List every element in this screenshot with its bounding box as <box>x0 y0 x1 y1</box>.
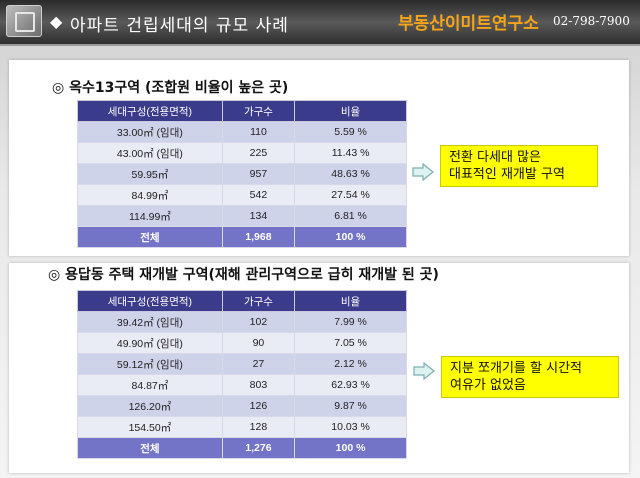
cell: 110 <box>221 121 296 143</box>
cell: 39.42㎡ (임대) <box>77 311 223 333</box>
cell: 48.63 % <box>294 163 407 185</box>
column-header: 세대구성(전용면적) <box>77 100 223 122</box>
cell: 9.87 % <box>294 395 407 417</box>
cell: 27 <box>221 353 296 375</box>
cell: 6.81 % <box>294 205 407 227</box>
table-row: 84.99㎡ 542 27.54 % <box>77 184 407 206</box>
table-row: 84.87㎡ 803 62.93 % <box>77 374 407 396</box>
callout-line: 전환 다세대 많은 <box>449 150 541 165</box>
cell: 7.05 % <box>294 332 407 354</box>
cell: 100 % <box>294 437 407 459</box>
diamond-bullet-icon: ◆ <box>50 12 63 31</box>
cell: 957 <box>221 163 296 185</box>
cell: 2.12 % <box>294 353 407 375</box>
cell: 62.93 % <box>294 374 407 396</box>
cell: 154.50㎡ <box>77 416 223 438</box>
cell: 225 <box>221 142 296 164</box>
slide-title: 아파트 건립세대의 규모 사례 <box>70 16 289 36</box>
total-row: 전체 1,276 100 % <box>77 437 407 459</box>
table-header-row: 세대구성(전용면적) 가구수 비율 <box>77 100 407 122</box>
cell: 114.99㎡ <box>77 205 223 227</box>
arrow-right-icon <box>413 362 435 380</box>
column-header: 비율 <box>294 290 407 312</box>
column-header: 비율 <box>294 100 407 122</box>
section-1-title: ◎ 옥수13구역 (조합원 비율이 높은 곳) <box>52 80 289 96</box>
title-bar: ◆ 아파트 건립세대의 규모 사례 부동산이미트연구소 02-798-7900 <box>0 0 640 46</box>
cell: 59.95㎡ <box>77 163 223 185</box>
callout-line: 지분 쪼개기를 할 시간적 <box>450 361 582 376</box>
cell: 33.00㎡ (임대) <box>77 121 223 143</box>
cell: 803 <box>221 374 296 396</box>
cell: 43.00㎡ (임대) <box>77 142 223 164</box>
cell: 100 % <box>294 226 407 248</box>
phone-number: 02-798-7900 <box>553 14 630 28</box>
cell: 1,968 <box>221 226 296 248</box>
cell: 84.87㎡ <box>77 374 223 396</box>
cell: 542 <box>221 184 296 206</box>
table-header-row: 세대구성(전용면적) 가구수 비율 <box>77 290 407 312</box>
total-row: 전체 1,968 100 % <box>77 226 407 248</box>
cell: 90 <box>221 332 296 354</box>
oksu-table: 세대구성(전용면적) 가구수 비율 33.00㎡ (임대) 110 5.59 %… <box>77 100 407 248</box>
table-row: 114.99㎡ 134 6.81 % <box>77 205 407 227</box>
cell: 전체 <box>77 226 223 248</box>
cell: 134 <box>221 205 296 227</box>
table-row: 43.00㎡ (임대) 225 11.43 % <box>77 142 407 164</box>
section-2-title: ◎ 용답동 주택 재개발 구역(재해 관리구역으로 급히 재개발 된 곳) <box>48 267 439 283</box>
cell: 128 <box>221 416 296 438</box>
cell: 49.90㎡ (임대) <box>77 332 223 354</box>
column-header: 세대구성(전용면적) <box>77 290 223 312</box>
table-row: 59.12㎡ (임대) 27 2.12 % <box>77 353 407 375</box>
callout-note-2: 지분 쪼개기를 할 시간적 여유가 없었음 <box>441 356 619 398</box>
cell: 11.43 % <box>294 142 407 164</box>
column-header: 가구수 <box>221 100 296 122</box>
table-row: 59.95㎡ 957 48.63 % <box>77 163 407 185</box>
cell: 59.12㎡ (임대) <box>77 353 223 375</box>
callout-line: 여유가 없었음 <box>450 378 526 393</box>
cell: 102 <box>221 311 296 333</box>
yongdap-table: 세대구성(전용면적) 가구수 비율 39.42㎡ (임대) 102 7.99 %… <box>77 290 407 459</box>
cell: 10.03 % <box>294 416 407 438</box>
table-row: 39.42㎡ (임대) 102 7.99 % <box>77 311 407 333</box>
cell: 84.99㎡ <box>77 184 223 206</box>
cell: 1,276 <box>221 437 296 459</box>
table-row: 154.50㎡ 128 10.03 % <box>77 416 407 438</box>
table-row: 126.20㎡ 126 9.87 % <box>77 395 407 417</box>
cell: 126 <box>221 395 296 417</box>
arrow-right-icon <box>412 163 434 181</box>
table-row: 33.00㎡ (임대) 110 5.59 % <box>77 121 407 143</box>
table-row: 49.90㎡ (임대) 90 7.05 % <box>77 332 407 354</box>
cell: 전체 <box>77 437 223 459</box>
callout-note-1: 전환 다세대 많은 대표적인 재개발 구역 <box>440 145 598 187</box>
column-header: 가구수 <box>221 290 296 312</box>
cell: 126.20㎡ <box>77 395 223 417</box>
callout-line: 대표적인 재개발 구역 <box>449 167 565 182</box>
logo-icon <box>6 5 42 37</box>
cell: 7.99 % <box>294 311 407 333</box>
brand-name: 부동산이미트연구소 <box>398 14 539 34</box>
cell: 27.54 % <box>294 184 407 206</box>
cell: 5.59 % <box>294 121 407 143</box>
